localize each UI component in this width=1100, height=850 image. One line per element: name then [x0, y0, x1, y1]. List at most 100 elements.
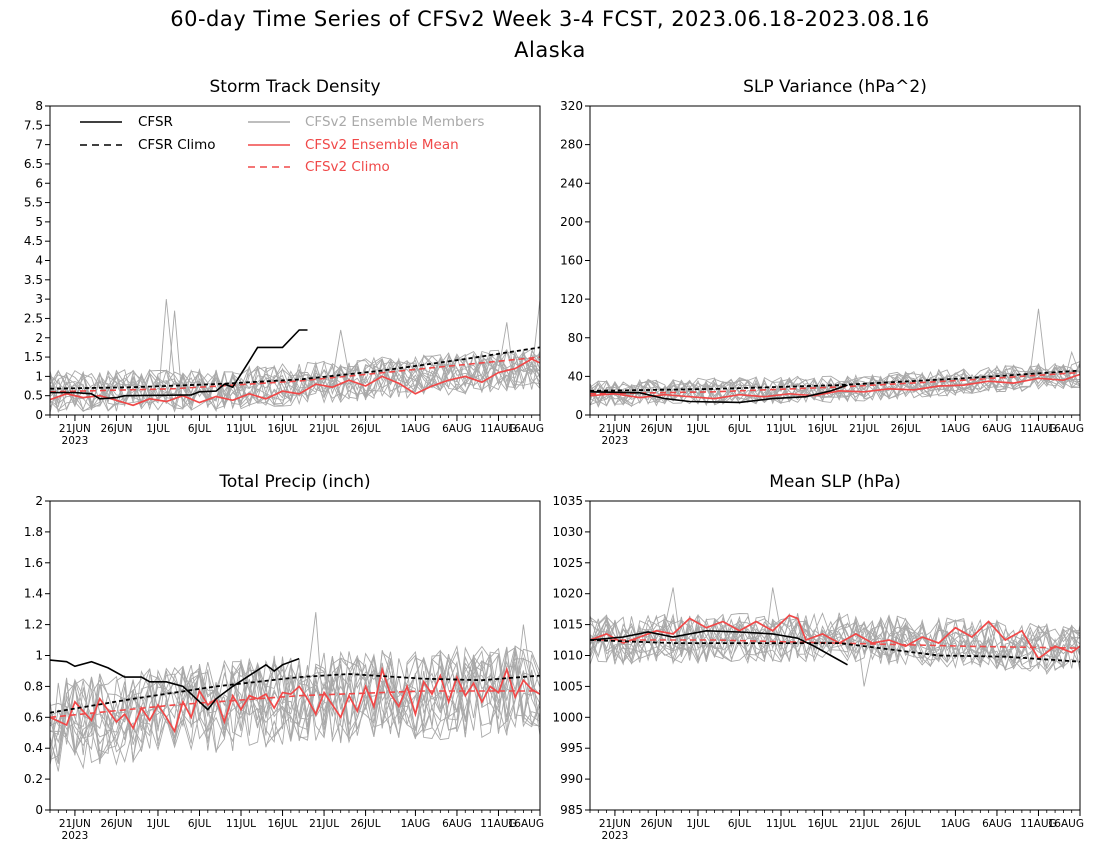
storm-track-ytick-label: 5.5 — [24, 196, 43, 210]
storm-track-xtick-label: 11AUG — [480, 423, 516, 435]
total-precip-xtick-label: 21JUN — [59, 818, 91, 830]
total-precip-plot-area — [50, 612, 540, 772]
total-precip-xtick-label: 16JUL — [268, 818, 298, 830]
storm-track-xtick-label: 11JUL — [226, 423, 256, 435]
storm-track-ytick-label: 1.5 — [24, 350, 43, 364]
mean-slp-plot-area — [590, 587, 1080, 687]
total-precip-xtick-label: 21JUL — [309, 818, 339, 830]
storm-track-ytick-label: 6 — [35, 176, 43, 190]
slp-variance-xtick-label: 1AUG — [941, 423, 971, 435]
slp-variance-title: SLP Variance (hPa^2) — [743, 77, 927, 97]
total-precip-cfsr-climo — [50, 673, 540, 714]
slp-variance-xtick-label: 16JUL — [808, 423, 838, 435]
total-precip-xtick-label: 11AUG — [480, 818, 516, 830]
slp-variance-ytick-label: 120 — [560, 292, 583, 306]
storm-track-cfsr-climo — [50, 346, 540, 390]
mean-slp-title: Mean SLP (hPa) — [769, 472, 901, 492]
slp-variance-xtick-label: 26JUL — [891, 423, 921, 435]
legend-cfsr-climo: CFSR Climo — [138, 137, 216, 153]
slp-variance-ensemble-mean — [590, 373, 1080, 400]
mean-slp-xtick-label: 16AUG — [1048, 818, 1084, 830]
slp-variance-ytick-label: 240 — [560, 176, 583, 190]
storm-track-member-13 — [50, 352, 540, 411]
slp-variance-xtick-label: 26JUN — [640, 423, 672, 435]
total-precip-ytick-label: 0.4 — [24, 741, 43, 755]
storm-track-ytick-label: 0.5 — [24, 389, 43, 403]
slp-variance-xtick-label: 21JUN — [599, 423, 631, 435]
storm-track-ytick-label: 1 — [35, 369, 43, 383]
total-precip-ytick-label: 1.2 — [24, 618, 43, 632]
total-precip-xtick-label: 26JUL — [351, 818, 381, 830]
mean-slp-xtick-label: 1AUG — [941, 818, 971, 830]
total-precip-xtick-label: 26JUN — [100, 818, 132, 830]
total-precip-member-14 — [50, 648, 540, 764]
chart-panels: Storm Track Density 0 0.5 1 1.5 2 2.5 3 3.5 4 4.5 5… — [24, 77, 1084, 842]
total-precip-xtick-label: 1AUG — [401, 818, 431, 830]
mean-slp-year-label: 2023 — [602, 830, 629, 842]
total-precip-member-9 — [50, 644, 540, 760]
slp-variance-ytick-label: 320 — [560, 99, 583, 113]
slp-variance-xtick-label: 6JUL — [728, 423, 751, 435]
mean-slp-ytick-label: 1005 — [552, 679, 583, 693]
mean-slp-ytick-label: 1030 — [552, 525, 583, 539]
total-precip-cfsv2-climo — [50, 690, 540, 719]
slp-variance-xtick-label: 6AUG — [982, 423, 1012, 435]
storm-track-ytick-label: 2.5 — [24, 311, 43, 325]
total-precip-xtick-label: 6JUL — [188, 818, 211, 830]
mean-slp-xtick-label: 11AUG — [1020, 818, 1056, 830]
storm-track-ytick-label: 2 — [35, 331, 43, 345]
slp-variance-ytick-label: 200 — [560, 215, 583, 229]
slp-variance-ytick-label: 280 — [560, 138, 583, 152]
storm-track-ytick-label: 8 — [35, 99, 43, 113]
total-precip-ytick-label: 1 — [35, 649, 43, 663]
slp-variance-xtick-label: 16AUG — [1048, 423, 1084, 435]
total-precip-member-15 — [50, 651, 540, 765]
total-precip-ytick-label: 0.8 — [24, 679, 43, 693]
legend-mean: CFSv2 Ensemble Mean — [305, 137, 459, 153]
total-precip-xtick-label: 16AUG — [508, 818, 544, 830]
storm-track-xtick-label: 26JUN — [100, 423, 132, 435]
storm-track-xtick-label: 26JUL — [351, 423, 381, 435]
total-precip-ytick-label: 1.6 — [24, 556, 43, 570]
total-precip-ytick-label: 0 — [35, 803, 43, 817]
mean-slp-ytick-label: 990 — [560, 772, 583, 786]
mean-slp-member-12 — [590, 612, 1080, 671]
total-precip-member-12 — [50, 646, 540, 750]
storm-track-xtick-label: 21JUN — [59, 423, 91, 435]
mean-slp-cfsv2-climo — [590, 639, 1080, 649]
storm-track-xtick-label: 6AUG — [442, 423, 472, 435]
storm-track-title: Storm Track Density — [209, 77, 380, 97]
storm-track-ytick-label: 6.5 — [24, 157, 43, 171]
mean-slp-xtick-label: 11JUL — [766, 818, 796, 830]
mean-slp-ensemble-mean — [590, 614, 1080, 660]
slp-variance-ytick-label: 80 — [568, 331, 583, 345]
legend-cfsv2-climo: CFSv2 Climo — [305, 159, 390, 175]
slp-variance-ytick-label: 40 — [568, 369, 583, 383]
storm-track-ytick-label: 4 — [35, 254, 43, 268]
total-precip-ytick-label: 0.6 — [24, 710, 43, 724]
mean-slp-ytick-label: 1015 — [552, 618, 583, 632]
mean-slp-xtick-label: 16JUL — [808, 818, 838, 830]
slp-variance-xtick-label: 21JUL — [849, 423, 879, 435]
slp-variance-ytick-label: 160 — [560, 254, 583, 268]
storm-track-panel: Storm Track Density 0 0.5 1 1.5 2 2.5 3 3.5 4 4.5 5… — [24, 77, 544, 447]
total-precip-ensemble-mean — [50, 666, 540, 734]
slp-variance-year-label: 2023 — [602, 435, 629, 447]
mean-slp-ytick-label: 1010 — [552, 649, 583, 663]
total-precip-xtick-label: 1JUL — [146, 818, 169, 830]
mean-slp-member-14 — [590, 612, 1080, 668]
storm-track-xtick-label: 16AUG — [508, 423, 544, 435]
total-precip-member-8 — [50, 653, 540, 761]
total-precip-ytick-label: 1.4 — [24, 587, 43, 601]
storm-track-xtick-label: 21JUL — [309, 423, 339, 435]
mean-slp-panel: Mean SLP (hPa) 985 990 995 1000 1005 1010 1015 1… — [552, 472, 1084, 842]
storm-track-xtick-label: 16JUL — [268, 423, 298, 435]
storm-track-plot-area — [50, 299, 540, 414]
storm-track-year-label: 2023 — [62, 435, 89, 447]
total-precip-xtick-label: 6AUG — [442, 818, 472, 830]
mean-slp-ytick-label: 985 — [560, 803, 583, 817]
storm-track-ytick-label: 0 — [35, 408, 43, 422]
mean-slp-ytick-label: 1000 — [552, 710, 583, 724]
mean-slp-xtick-label: 1JUL — [686, 818, 709, 830]
slp-variance-xtick-label: 1JUL — [686, 423, 709, 435]
